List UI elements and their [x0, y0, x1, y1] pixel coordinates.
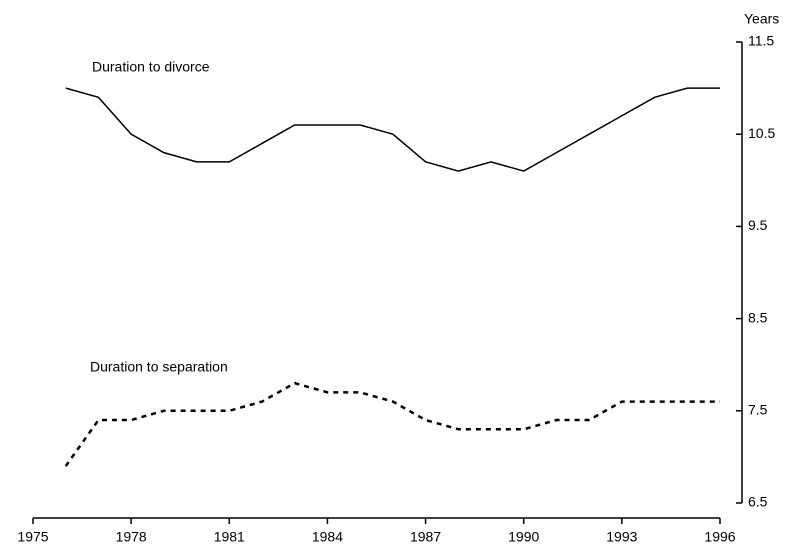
x-tick-label: 1978 — [116, 529, 147, 545]
series-label: Duration to divorce — [92, 59, 210, 75]
y-tick-label: 6.5 — [748, 494, 768, 510]
x-tick-label: 1984 — [312, 529, 343, 545]
x-tick-label: 1987 — [410, 529, 441, 545]
x-tick-label: 1981 — [214, 529, 245, 545]
series-label: Duration to separation — [90, 359, 228, 375]
y-axis-label: Years — [744, 11, 779, 27]
x-tick-label: 1990 — [508, 529, 539, 545]
y-tick-label: 9.5 — [748, 217, 768, 233]
series-line — [64, 381, 720, 467]
series-line — [65, 87, 720, 172]
x-tick-label: 1975 — [17, 529, 48, 545]
y-tick-label: 10.5 — [748, 125, 775, 141]
y-tick-label: 11.5 — [748, 33, 774, 49]
y-tick-label: 7.5 — [748, 402, 768, 418]
x-tick-label: 1996 — [704, 529, 735, 545]
y-tick-label: 8.5 — [748, 309, 768, 325]
x-tick-label: 1993 — [606, 529, 637, 545]
